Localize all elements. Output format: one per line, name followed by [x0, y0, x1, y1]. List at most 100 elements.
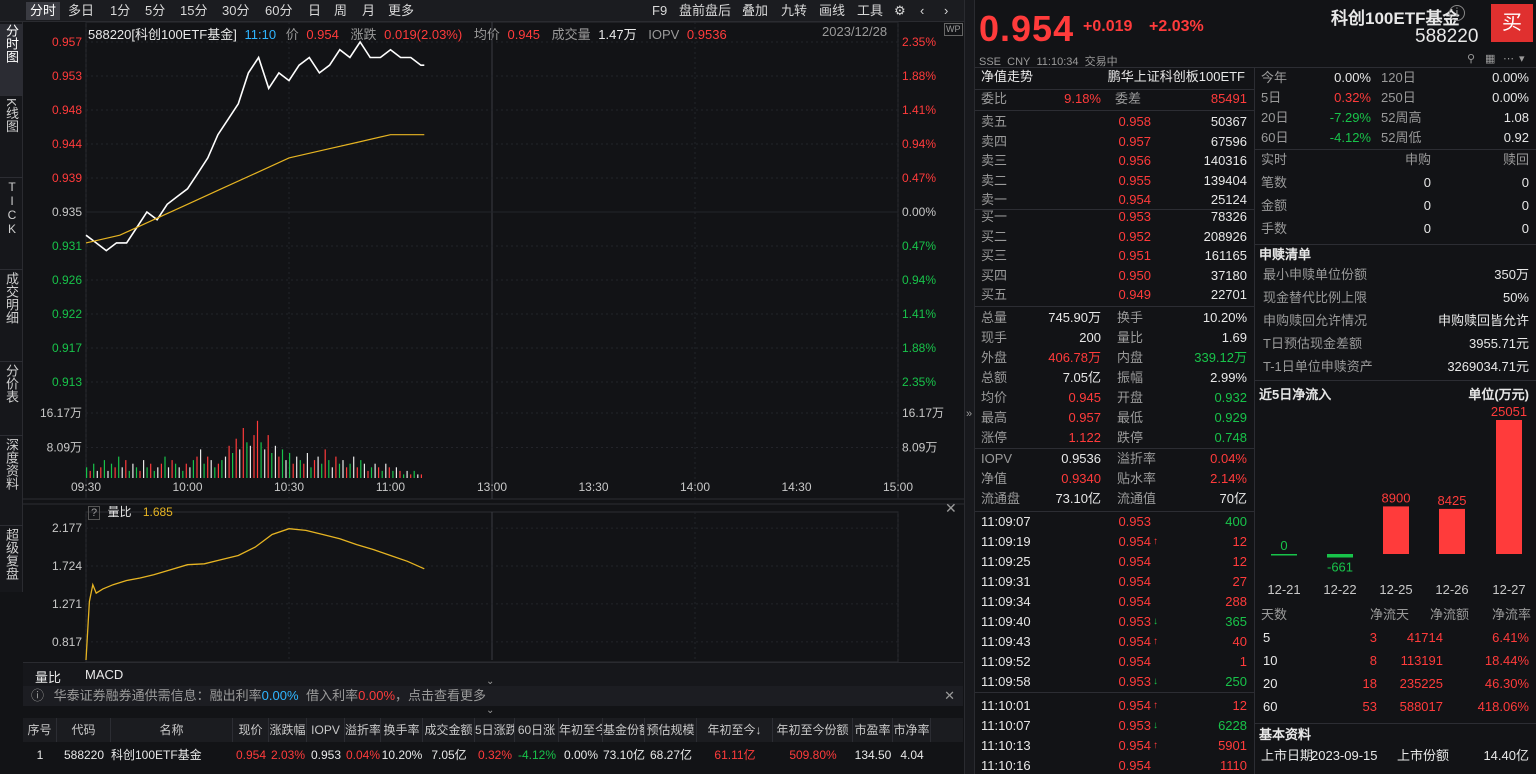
cell[interactable]: 0.953 [310, 748, 342, 762]
col-header[interactable]: IOPV [307, 718, 345, 742]
cell[interactable]: 0.954 [235, 748, 267, 762]
col-header[interactable]: 代码 [57, 718, 111, 742]
expand-icon[interactable]: ⌄ [486, 705, 495, 716]
cell[interactable]: 7.05亿 [431, 748, 467, 762]
col-header[interactable]: 年初至今↓ [697, 718, 773, 742]
wp-icon[interactable]: WP [944, 23, 963, 36]
col-header[interactable]: 现价 [233, 718, 269, 742]
col-header[interactable]: 5日涨跌 [475, 718, 515, 742]
tick-time: 11:10:07 [981, 718, 1031, 733]
overlay-button[interactable]: 叠加 [742, 3, 769, 18]
arrow-down-icon: ↓ [1153, 676, 1158, 687]
tick-price: 0.954 [1118, 554, 1151, 569]
bid-price: 0.951 [1118, 248, 1151, 263]
tab-volume-ratio[interactable]: 量比 [35, 670, 62, 685]
bid-price: 0.953 [1118, 209, 1151, 224]
cell[interactable]: 科创100ETF基金 [111, 748, 202, 762]
close-ratio-icon[interactable]: ✕ [945, 500, 957, 516]
tab-15min[interactable]: 15分 [180, 3, 208, 18]
col-header[interactable]: 预估规模 [645, 718, 697, 742]
subscription-label: T日预估现金差额 [1263, 336, 1362, 351]
panel-divider[interactable]: » [964, 0, 975, 774]
col-header[interactable]: 60日涨 [515, 718, 559, 742]
rail-tick[interactable]: TICK [0, 180, 23, 270]
help-icon[interactable]: ? [88, 506, 101, 520]
tick-price: 0.954 [1118, 634, 1151, 649]
rail-kline[interactable]: K线图 [0, 98, 23, 178]
tab-5min[interactable]: 5分 [145, 3, 166, 18]
col-header[interactable]: 换手率 [381, 718, 423, 742]
cell[interactable]: 588220 [63, 748, 105, 762]
collapse-icon[interactable]: ⌄ [486, 676, 495, 687]
cell[interactable]: 0.04% [345, 748, 381, 762]
cell[interactable]: 4.04 [900, 748, 924, 762]
col-header[interactable]: 序号 [23, 718, 57, 742]
tab-more[interactable]: 更多 [388, 3, 415, 18]
nine-turn-button[interactable]: 九转 [781, 3, 808, 18]
col-header[interactable]: 基金份额 [603, 718, 645, 742]
flow-net-rate: 46.30% [1484, 676, 1529, 691]
info-text2: 借入利率 [306, 688, 359, 703]
view-switcher-rail: 分时图 K线图 TICK 成交明细 分价表 深度资料 超级复盘 [0, 22, 23, 592]
chevron-right-icon[interactable]: › [944, 3, 949, 18]
rail-fenshi[interactable]: 分时图 [0, 24, 23, 96]
cell[interactable]: 0.32% [477, 748, 513, 762]
margin-info-bar[interactable]: ⓘ 华泰证券融券通供需信息：融出利率0.00% 借入利率0.00%，点击查看更多… [23, 686, 963, 706]
rail-trade-detail[interactable]: 成交明细 [0, 272, 23, 362]
vol-tick-right: 16.17万 [902, 406, 944, 420]
col-header[interactable]: 涨跌幅 [269, 718, 307, 742]
cell[interactable]: 1 [36, 748, 44, 762]
cell[interactable]: -4.12% [517, 748, 557, 762]
collapse-panel-icon[interactable]: » [966, 408, 973, 420]
tools-button[interactable]: 工具 [857, 3, 884, 18]
volume-bar [171, 460, 173, 478]
chevron-left-icon[interactable]: ‹ [920, 3, 925, 18]
tab-day[interactable]: 日 [308, 3, 322, 18]
cell[interactable]: 61.11亿 [714, 748, 756, 762]
stat-value: 1.69 [1221, 330, 1247, 345]
rail-price-table[interactable]: 分价表 [0, 364, 23, 436]
cell[interactable]: 509.80% [789, 748, 837, 762]
tab-30min[interactable]: 30分 [222, 3, 250, 18]
premarket-button[interactable]: 盘前盘后 [679, 3, 732, 18]
col-header[interactable]: 溢折率 [345, 718, 381, 742]
buy-button[interactable]: 买 [1491, 4, 1533, 42]
rail-deep-data[interactable]: 深度资料 [0, 438, 23, 526]
realtime-value: 0 [1423, 175, 1431, 190]
draw-line-button[interactable]: 画线 [819, 3, 846, 18]
more-icon[interactable]: ⋯ [1503, 53, 1514, 65]
subscription-value: 3955.71元 [1469, 336, 1529, 351]
cell[interactable]: 73.10亿 [603, 748, 645, 762]
pin-icon[interactable]: ⚲ [1467, 53, 1476, 65]
listing-date-value: 2023-09-15 [1311, 748, 1378, 763]
info-circle-icon[interactable]: i [1449, 5, 1465, 21]
volume-bar [185, 463, 187, 478]
settings-gear-icon[interactable]: ⚙ [894, 3, 906, 18]
cell[interactable]: 10.20% [381, 748, 423, 762]
col-header[interactable]: 年初至今 [559, 718, 603, 742]
cell[interactable]: 0.00% [563, 748, 599, 762]
rail-super-replay[interactable]: 超级复盘 [4, 528, 19, 580]
col-header[interactable]: 年初至今份额 [773, 718, 853, 742]
col-header[interactable]: 成交金额 [423, 718, 475, 742]
tab-week[interactable]: 周 [334, 3, 348, 18]
tab-1min[interactable]: 1分 [110, 3, 131, 18]
col-header[interactable]: 名称 [111, 718, 233, 742]
tab-macd[interactable]: MACD [85, 667, 124, 682]
tab-month[interactable]: 月 [362, 3, 376, 18]
expand-panel-icon[interactable]: ▾ [1519, 53, 1525, 65]
col-header[interactable]: 市盈率 [853, 718, 893, 742]
close-info-icon[interactable]: ✕ [944, 688, 955, 703]
tab-multi-day[interactable]: 多日 [68, 3, 95, 18]
cell[interactable]: 134.50 [854, 748, 892, 762]
cell[interactable]: 68.27亿 [649, 748, 693, 762]
tab-60min[interactable]: 60分 [265, 3, 293, 18]
tab-fenshi[interactable]: 分时 [26, 2, 60, 20]
intraday-chart[interactable]: 0.957 2.35% 0.953 1.88% 0.948 1.41% 0.944 0.94%… [0, 22, 964, 662]
col-header[interactable]: 市净率 [893, 718, 931, 742]
grid-icon[interactable]: ▦ [1485, 53, 1496, 65]
f9-button[interactable]: F9 [652, 3, 668, 18]
quote-change: +0.019 [1083, 18, 1133, 35]
vol-tick: 8.09万 [47, 441, 82, 455]
cell[interactable]: 2.03% [270, 748, 306, 762]
